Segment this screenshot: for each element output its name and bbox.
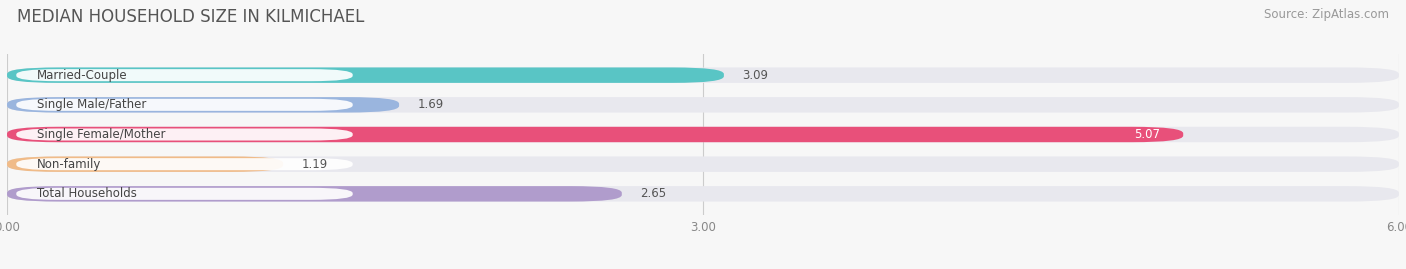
FancyBboxPatch shape [17,188,353,200]
Text: MEDIAN HOUSEHOLD SIZE IN KILMICHAEL: MEDIAN HOUSEHOLD SIZE IN KILMICHAEL [17,8,364,26]
Text: Single Female/Mother: Single Female/Mother [37,128,166,141]
Text: Total Households: Total Households [37,187,136,200]
FancyBboxPatch shape [7,127,1399,142]
FancyBboxPatch shape [7,97,1399,112]
Text: Non-family: Non-family [37,158,101,171]
FancyBboxPatch shape [7,186,621,201]
Text: Single Male/Father: Single Male/Father [37,98,146,111]
Text: 1.69: 1.69 [418,98,444,111]
FancyBboxPatch shape [17,129,353,140]
FancyBboxPatch shape [7,157,283,172]
Text: 2.65: 2.65 [640,187,666,200]
Text: 1.19: 1.19 [302,158,328,171]
FancyBboxPatch shape [7,127,1184,142]
FancyBboxPatch shape [17,158,353,170]
Text: 5.07: 5.07 [1135,128,1160,141]
FancyBboxPatch shape [7,157,1399,172]
FancyBboxPatch shape [7,68,1399,83]
Text: Married-Couple: Married-Couple [37,69,128,82]
Text: 3.09: 3.09 [742,69,769,82]
FancyBboxPatch shape [17,99,353,111]
FancyBboxPatch shape [17,69,353,81]
FancyBboxPatch shape [7,97,399,112]
Text: Source: ZipAtlas.com: Source: ZipAtlas.com [1264,8,1389,21]
FancyBboxPatch shape [7,68,724,83]
FancyBboxPatch shape [7,186,1399,201]
